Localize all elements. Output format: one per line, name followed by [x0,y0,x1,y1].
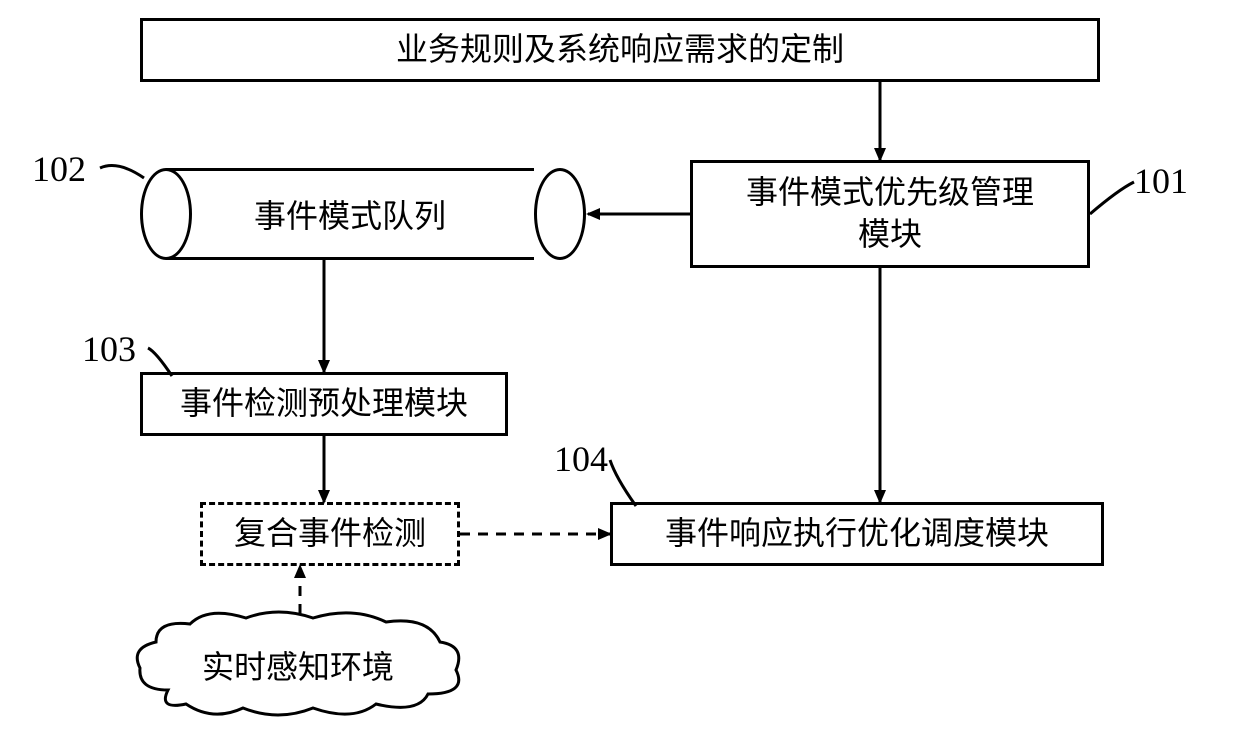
node-102-label: 事件模式队列 [254,191,446,237]
label-103: 103 [82,328,136,370]
label-102: 102 [32,148,86,190]
diagram-canvas: 业务规则及系统响应需求的定制 事件模式优先级管理 模块 事件模式队列 事件检测预… [0,0,1240,732]
label-104: 104 [554,438,608,480]
node-top-label: 业务规则及系统响应需求的定制 [396,29,844,71]
node-102: 事件模式队列 [140,168,560,260]
node-cloud: 实时感知环境 [128,610,468,720]
node-101: 事件模式优先级管理 模块 [690,160,1090,268]
callout-l102 [100,166,144,178]
node-compound-label: 复合事件检测 [234,513,426,555]
callout-l104 [610,460,636,506]
callout-l101 [1090,182,1134,214]
node-104: 事件响应执行优化调度模块 [610,502,1104,566]
node-103: 事件检测预处理模块 [140,372,508,436]
node-cloud-label: 实时感知环境 [202,642,394,688]
label-101: 101 [1134,160,1188,202]
node-compound: 复合事件检测 [200,502,460,566]
node-103-label: 事件检测预处理模块 [180,383,468,425]
node-top: 业务规则及系统响应需求的定制 [140,18,1100,82]
node-101-label: 事件模式优先级管理 模块 [746,172,1034,255]
cylinder-cap-right [534,168,586,260]
cylinder-cap-left [140,168,192,260]
node-104-label: 事件响应执行优化调度模块 [665,513,1049,555]
